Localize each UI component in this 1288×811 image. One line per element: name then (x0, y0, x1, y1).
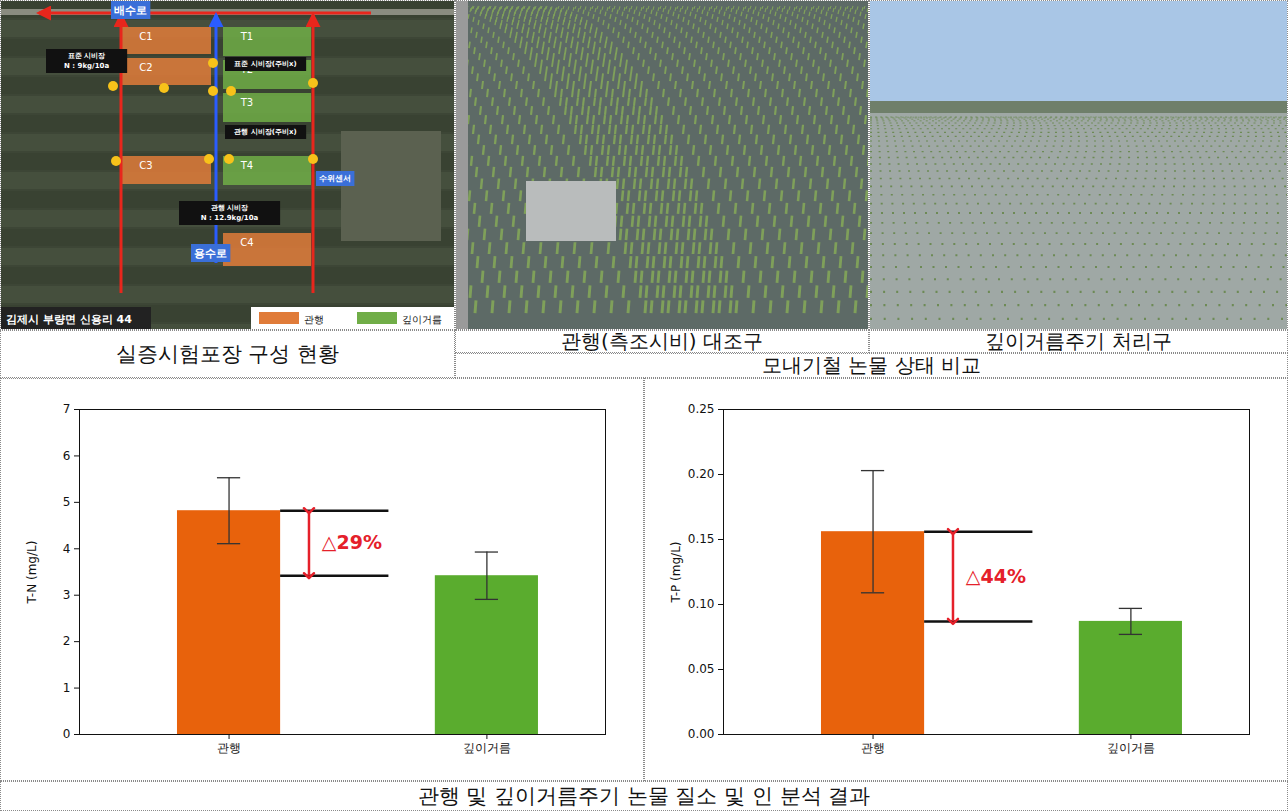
svg-text:△44%: △44% (966, 565, 1026, 587)
svg-text:4: 4 (63, 542, 71, 556)
svg-text:T4: T4 (240, 160, 253, 171)
svg-text:C4: C4 (240, 237, 253, 248)
svg-text:김제시 부량면 신용리 44: 김제시 부량면 신용리 44 (6, 313, 132, 326)
svg-text:7: 7 (63, 402, 71, 416)
svg-text:T1: T1 (240, 31, 253, 42)
svg-text:관행: 관행 (861, 741, 885, 755)
svg-text:0.20: 0.20 (688, 467, 715, 481)
svg-text:C3: C3 (139, 160, 152, 171)
svg-text:관행 시비장(주비x): 관행 시비장(주비x) (234, 128, 296, 136)
svg-text:표준 시비장: 표준 시비장 (68, 52, 105, 60)
svg-text:T-P (mg/L): T-P (mg/L) (669, 541, 683, 603)
svg-text:0.10: 0.10 (688, 597, 715, 611)
svg-text:깊이거름: 깊이거름 (402, 314, 442, 325)
html-text:모내기철 논물 상태 비교: 모내기철 논물 상태 비교 (762, 353, 981, 377)
svg-text:6: 6 (63, 449, 71, 463)
html-text:관행(측조시비) 대조구: 관행(측조시비) 대조구 (561, 329, 763, 353)
svg-text:N : 9kg/10a: N : 9kg/10a (64, 62, 109, 70)
html-text:관행 및 깊이거름주기 논물 질소 및 인 분석 결과: 관행 및 깊이거름주기 논물 질소 및 인 분석 결과 (417, 784, 871, 808)
svg-text:0.05: 0.05 (688, 662, 715, 676)
svg-text:깊이거름: 깊이거름 (463, 741, 511, 755)
svg-text:1: 1 (63, 681, 71, 695)
svg-text:3: 3 (63, 588, 71, 602)
svg-text:배수로: 배수로 (114, 4, 147, 17)
svg-text:N : 12.9kg/10a: N : 12.9kg/10a (201, 214, 259, 222)
svg-text:0.15: 0.15 (688, 532, 715, 546)
svg-text:수위센서: 수위센서 (319, 174, 351, 183)
svg-text:5: 5 (63, 495, 71, 509)
svg-text:T-N (mg/L): T-N (mg/L) (25, 541, 39, 605)
svg-text:관행: 관행 (217, 741, 241, 755)
svg-text:깊이거름: 깊이거름 (1107, 741, 1155, 755)
svg-text:0: 0 (63, 727, 71, 741)
svg-text:0.00: 0.00 (688, 727, 715, 741)
html-text:깊이거름주기 처리구: 깊이거름주기 처리구 (985, 329, 1172, 353)
svg-text:용수로: 용수로 (194, 247, 227, 260)
svg-text:관행: 관행 (304, 314, 324, 325)
html-text:실증시험포장 구성 현황: 실증시험포장 구성 현황 (115, 342, 340, 366)
svg-text:0.25: 0.25 (688, 402, 715, 416)
svg-text:T3: T3 (240, 97, 253, 108)
svg-text:표준 시비장(주비x): 표준 시비장(주비x) (234, 60, 296, 68)
svg-text:C2: C2 (139, 62, 152, 73)
svg-text:관행 시비장: 관행 시비장 (211, 204, 248, 212)
svg-text:C1: C1 (139, 31, 152, 42)
svg-text:2: 2 (63, 634, 71, 648)
svg-text:△29%: △29% (322, 531, 382, 553)
